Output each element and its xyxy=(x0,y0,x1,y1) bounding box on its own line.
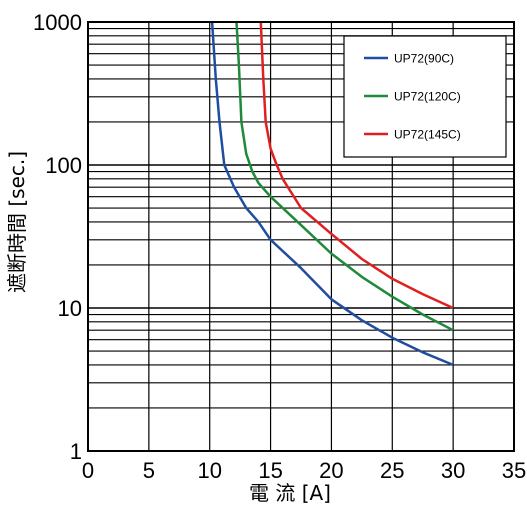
x-tick-labels: 0 5 10 15 20 25 30 35 xyxy=(82,458,526,483)
legend-label: UP72(120C) xyxy=(394,90,461,104)
series-line xyxy=(259,21,454,310)
legend-label: UP72(145C) xyxy=(394,128,461,142)
x-tick-label: 10 xyxy=(197,458,221,483)
series-line xyxy=(210,21,454,367)
y-axis-label: 遮断時間 [sec.] xyxy=(5,151,29,293)
y-tick-labels: 1 10 100 1000 xyxy=(33,10,82,464)
x-tick-label: 20 xyxy=(319,458,343,483)
legend-label: UP72(90C) xyxy=(394,52,454,66)
plot-frame xyxy=(87,21,515,452)
x-tick-label: 15 xyxy=(258,458,282,483)
y-tick-label: 100 xyxy=(45,153,82,178)
y-tick-label: 1 xyxy=(70,439,82,464)
legend-items: UP72(90C) UP72(120C) UP72(145C) xyxy=(364,52,461,142)
legend: UP72(90C) UP72(120C) UP72(145C) xyxy=(343,35,507,158)
x-tick-label: 25 xyxy=(380,458,404,483)
y-tick-label: 1000 xyxy=(33,10,82,35)
x-axis-label: 電 流 [A] xyxy=(249,481,331,505)
x-tick-label: 5 xyxy=(143,458,155,483)
x-tick-label: 35 xyxy=(502,458,526,483)
series-layer xyxy=(210,21,454,367)
y-tick-label: 10 xyxy=(58,296,82,321)
x-tick-label: 0 xyxy=(82,458,94,483)
series-line xyxy=(235,21,454,332)
x-tick-label: 30 xyxy=(441,458,465,483)
